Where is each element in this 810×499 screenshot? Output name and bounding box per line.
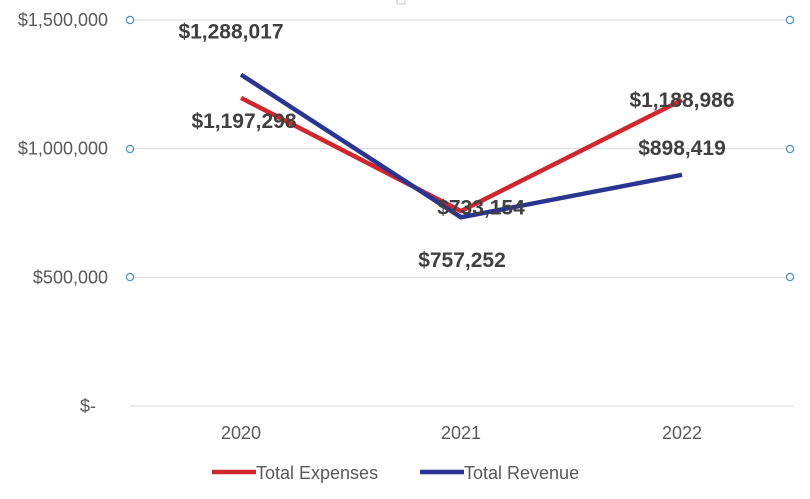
data-labels: $1,197,298 $757,252 $1,188,986 $1,288,017 $7… bbox=[178, 21, 734, 273]
legend: Total Expenses Total Revenue bbox=[212, 463, 579, 483]
gridlines bbox=[130, 19, 793, 407]
x-tick-label: 2022 bbox=[662, 423, 702, 443]
data-label: $757,252 bbox=[418, 249, 506, 272]
resize-handle[interactable] bbox=[396, 0, 406, 5]
resize-handle[interactable] bbox=[125, 144, 135, 154]
legend-label: Total Revenue bbox=[464, 463, 579, 483]
series-lines bbox=[239, 72, 684, 220]
x-tick-label: 2021 bbox=[441, 423, 481, 443]
data-label: $733,154 bbox=[437, 196, 525, 219]
y-tick-label: $1,500,000 bbox=[18, 10, 108, 30]
resize-handle[interactable] bbox=[125, 272, 135, 282]
y-tick-label: $- bbox=[80, 396, 96, 416]
data-label: $1,288,017 bbox=[178, 21, 283, 44]
selection-handles[interactable] bbox=[125, 0, 795, 282]
resize-handle[interactable] bbox=[785, 272, 795, 282]
x-axis: 2020 2021 2022 bbox=[221, 423, 702, 443]
resize-handle[interactable] bbox=[785, 144, 795, 154]
resize-handle[interactable] bbox=[785, 15, 795, 25]
data-label: $1,188,986 bbox=[629, 89, 734, 112]
resize-handle[interactable] bbox=[125, 15, 135, 25]
x-tick-label: 2020 bbox=[221, 423, 261, 443]
y-axis: $- $500,000 $1,000,000 $1,500,000 bbox=[18, 10, 108, 416]
series-line-total-expenses bbox=[239, 95, 684, 214]
data-label: $898,419 bbox=[638, 137, 726, 160]
y-tick-label: $1,000,000 bbox=[18, 139, 108, 159]
y-tick-label: $500,000 bbox=[33, 267, 108, 287]
data-label: $1,197,298 bbox=[191, 110, 296, 133]
series-line-total-revenue bbox=[239, 72, 683, 220]
legend-label: Total Expenses bbox=[256, 463, 378, 483]
